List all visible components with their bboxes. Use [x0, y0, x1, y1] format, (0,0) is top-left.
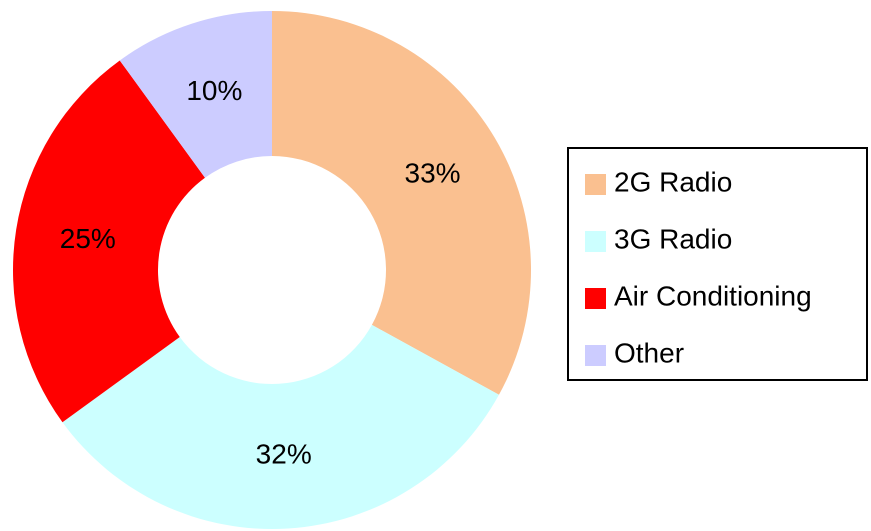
data-label: 32%: [256, 439, 312, 470]
donut-slice: [119, 11, 273, 178]
legend-swatch: [585, 288, 606, 309]
legend-swatch: [585, 174, 606, 195]
legend-swatch: [585, 345, 606, 366]
donut-slice: [272, 11, 531, 395]
legend-swatch: [585, 231, 606, 252]
donut-slice: [62, 324, 499, 530]
data-label: 10%: [186, 75, 242, 106]
data-label: 33%: [405, 157, 461, 188]
legend-label: 3G Radio: [614, 223, 732, 254]
data-label: 25%: [60, 223, 116, 254]
legend-label: Air Conditioning: [614, 280, 812, 311]
legend-label: Other: [614, 337, 684, 368]
legend-box: [567, 147, 868, 381]
donut-slice: [13, 60, 205, 423]
legend-label: 2G Radio: [614, 166, 732, 197]
